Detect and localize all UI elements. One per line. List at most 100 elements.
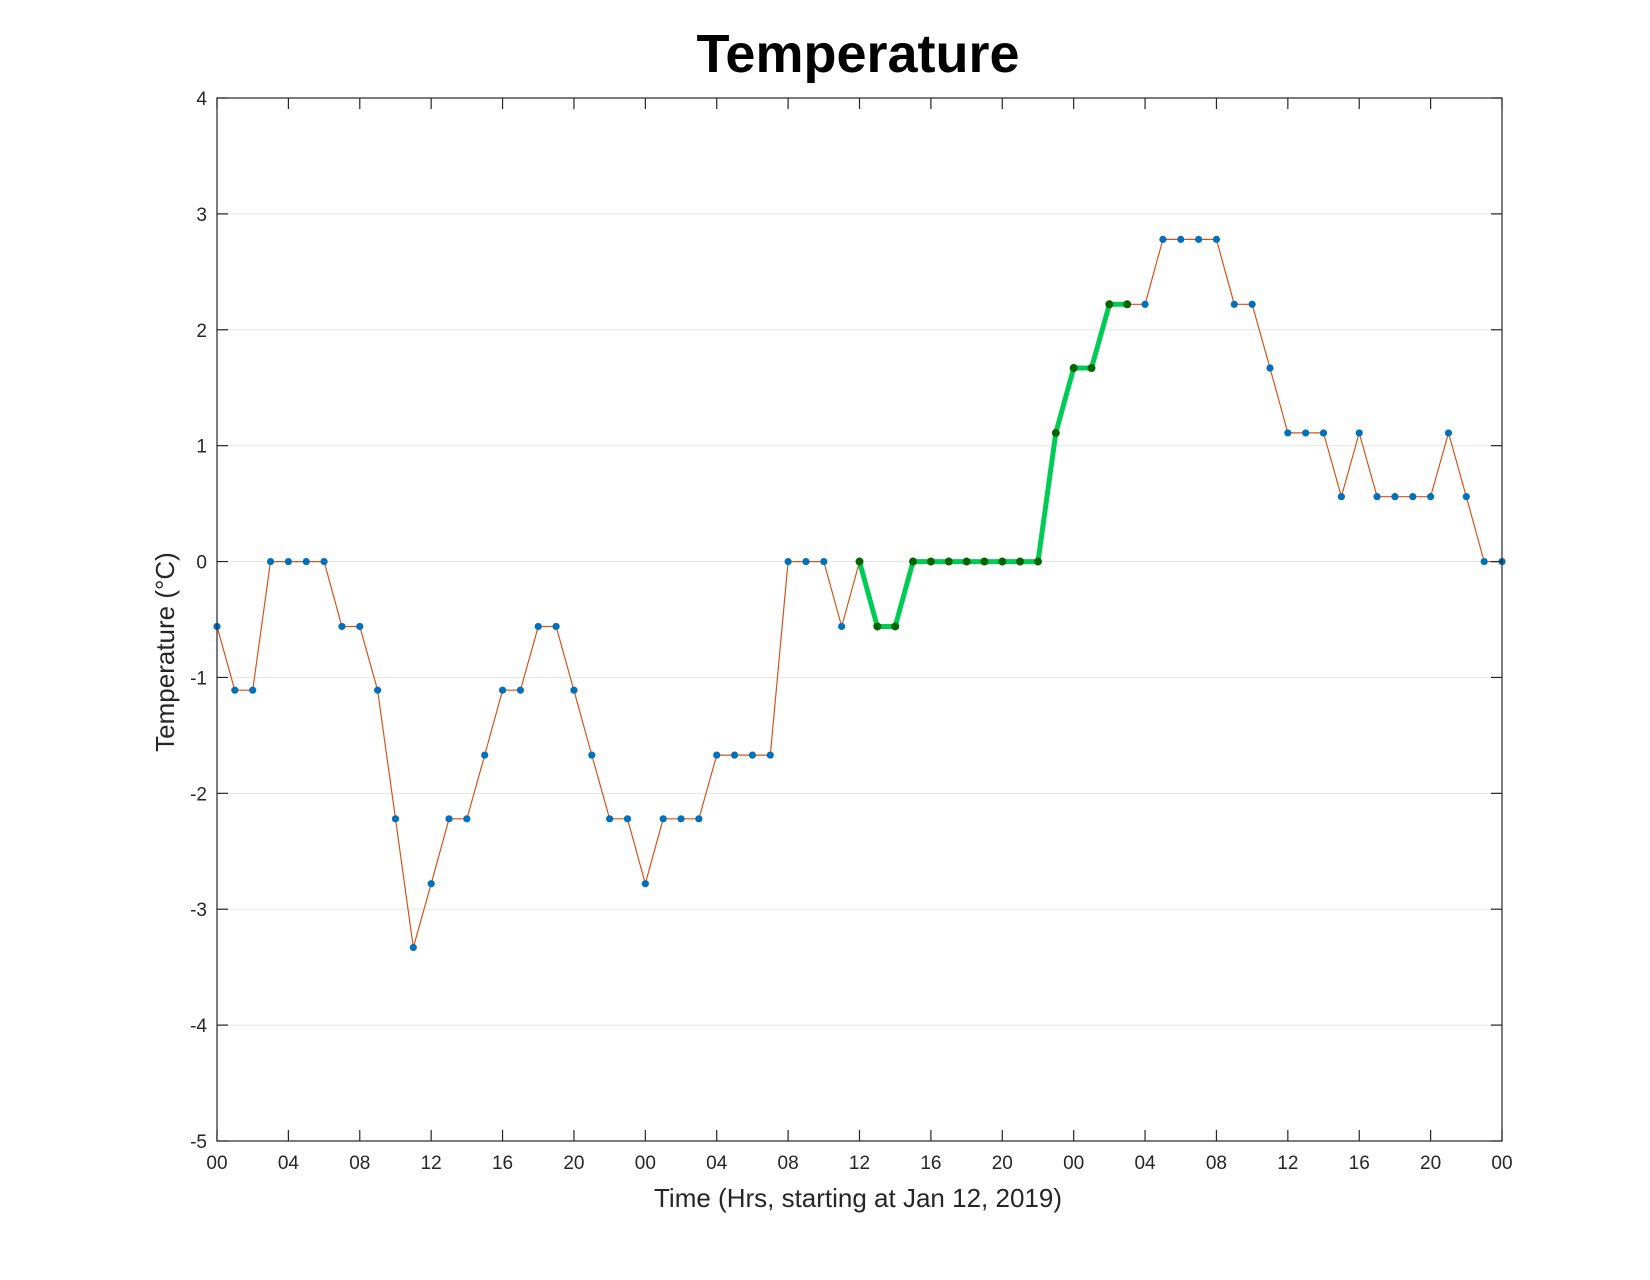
y-tick-label: 1 <box>196 437 207 458</box>
data-point-full <box>356 622 364 631</box>
x-tick-label: 16 <box>492 1153 513 1174</box>
data-point-highlight <box>1033 557 1042 566</box>
data-point-highlight <box>1087 364 1096 373</box>
x-tick-label: 00 <box>1063 1153 1084 1174</box>
x-tick-label: 16 <box>920 1153 941 1174</box>
data-point-full <box>1248 300 1256 308</box>
data-point-highlight <box>891 622 900 631</box>
y-tick-label: -1 <box>190 668 207 689</box>
data-point-full <box>588 751 596 759</box>
data-point-full <box>266 557 275 566</box>
data-point-full <box>1284 429 1292 437</box>
data-point-full <box>1159 235 1167 243</box>
data-point-full <box>374 686 382 694</box>
data-point-full <box>820 557 828 566</box>
data-point-full <box>516 686 525 694</box>
y-tick-label: 3 <box>196 205 207 226</box>
data-point-full <box>784 557 792 566</box>
data-point-full <box>463 815 471 823</box>
data-point-full <box>1409 493 1417 501</box>
data-point-full <box>498 686 507 694</box>
data-point-full <box>730 751 739 759</box>
x-tick-label: 08 <box>349 1153 370 1174</box>
data-point-full <box>284 557 292 566</box>
data-point-full <box>1462 493 1470 501</box>
x-tick-label: 04 <box>278 1153 300 1174</box>
data-point-full <box>641 880 649 888</box>
data-point-full <box>1337 493 1345 501</box>
data-point-full <box>606 815 614 823</box>
data-point-full <box>302 557 310 566</box>
data-point-full <box>231 686 239 694</box>
chart-title: Temperature <box>696 24 1019 84</box>
data-point-highlight <box>1069 364 1078 373</box>
data-point-highlight <box>1123 300 1132 309</box>
x-tick-label: 00 <box>1491 1153 1512 1174</box>
data-point-highlight <box>980 557 989 566</box>
x-axis-label: Time (Hrs, starting at Jan 12, 2019) <box>654 1183 1062 1213</box>
data-point-full <box>249 686 257 694</box>
data-point-full <box>659 815 667 823</box>
data-point-highlight <box>962 557 971 566</box>
y-tick-label: -4 <box>190 1016 207 1037</box>
data-point-full <box>427 880 435 888</box>
data-point-full <box>695 815 703 823</box>
y-tick-label: -5 <box>190 1132 207 1153</box>
data-point-full <box>338 622 346 631</box>
data-point-highlight <box>998 557 1007 566</box>
data-point-full <box>1319 429 1328 437</box>
x-tick-label: 20 <box>992 1153 1013 1174</box>
data-point-full <box>1355 429 1363 437</box>
data-point-full <box>409 943 417 952</box>
data-point-full <box>1302 429 1310 437</box>
data-point-highlight <box>855 557 864 566</box>
data-point-full <box>1391 493 1399 501</box>
data-point-full <box>766 751 774 759</box>
data-point-full <box>1444 429 1453 437</box>
data-point-full <box>1141 300 1149 308</box>
x-tick-label: 12 <box>421 1153 442 1174</box>
data-point-full <box>391 815 400 823</box>
data-point-full <box>570 686 578 694</box>
data-point-full <box>445 815 453 823</box>
x-tick-label: 12 <box>849 1153 870 1174</box>
grid-layer <box>217 213 1502 1026</box>
data-point-full <box>1230 300 1238 308</box>
x-tick-label: 00 <box>206 1153 227 1174</box>
x-tick-label: 08 <box>1206 1153 1227 1174</box>
y-tick-label: 4 <box>196 89 207 110</box>
data-point-full <box>1480 557 1488 566</box>
data-point-highlight <box>1051 428 1060 437</box>
data-point-highlight <box>926 557 935 566</box>
x-tick-label: 08 <box>778 1153 799 1174</box>
x-tick-label: 20 <box>1420 1153 1441 1174</box>
plot-frame <box>216 97 1503 1142</box>
x-tick-label: 04 <box>706 1153 728 1174</box>
x-tick-label: 20 <box>563 1153 584 1174</box>
data-point-full <box>552 622 560 631</box>
data-point-full <box>713 751 721 759</box>
series-line-highlight <box>857 301 1128 629</box>
data-point-full <box>838 622 846 631</box>
data-point-full <box>481 751 489 759</box>
data-point-full <box>1373 493 1381 501</box>
data-point-highlight <box>1105 300 1114 309</box>
y-tick-label: 2 <box>196 321 207 342</box>
x-tick-label: 12 <box>1277 1153 1298 1174</box>
data-point-full <box>320 557 328 566</box>
series-layer <box>213 235 1506 952</box>
data-point-full <box>1212 235 1221 243</box>
data-point-full <box>677 815 685 823</box>
data-point-highlight <box>1016 557 1025 566</box>
y-tick-label: 0 <box>196 553 207 574</box>
data-point-full <box>1266 364 1274 372</box>
data-point-full <box>534 622 542 631</box>
y-tick-label: -2 <box>190 784 207 805</box>
data-point-highlight <box>873 622 882 631</box>
data-point-full <box>1194 235 1203 243</box>
x-tick-label: 16 <box>1349 1153 1370 1174</box>
data-point-full <box>1427 493 1435 501</box>
